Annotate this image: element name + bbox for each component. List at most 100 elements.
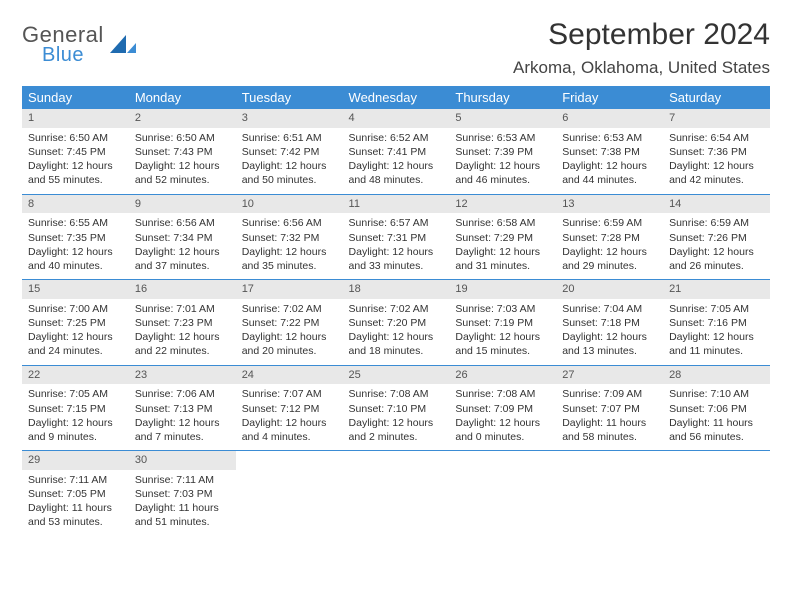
daylight-line: Daylight: 12 hours and 2 minutes. bbox=[349, 416, 444, 444]
day-number: 11 bbox=[343, 195, 450, 214]
sunrise-line: Sunrise: 6:55 AM bbox=[28, 216, 123, 230]
sunset-line: Sunset: 7:31 PM bbox=[349, 231, 444, 245]
title-block: September 2024 Arkoma, Oklahoma, United … bbox=[513, 18, 770, 78]
daylight-line: Daylight: 12 hours and 11 minutes. bbox=[669, 330, 764, 358]
day-number: 15 bbox=[22, 280, 129, 299]
calendar-row: 22Sunrise: 7:05 AMSunset: 7:15 PMDayligh… bbox=[22, 365, 770, 451]
day-body: Sunrise: 6:57 AMSunset: 7:31 PMDaylight:… bbox=[343, 213, 450, 279]
day-number: 16 bbox=[129, 280, 236, 299]
calendar-cell: 13Sunrise: 6:59 AMSunset: 7:28 PMDayligh… bbox=[556, 194, 663, 280]
calendar-body: 1Sunrise: 6:50 AMSunset: 7:45 PMDaylight… bbox=[22, 109, 770, 536]
logo-line2: Blue bbox=[42, 44, 104, 67]
day-body: Sunrise: 6:56 AMSunset: 7:32 PMDaylight:… bbox=[236, 213, 343, 279]
sunset-line: Sunset: 7:12 PM bbox=[242, 402, 337, 416]
day-body: Sunrise: 6:53 AMSunset: 7:38 PMDaylight:… bbox=[556, 128, 663, 194]
day-number: 7 bbox=[663, 109, 770, 128]
day-number: 17 bbox=[236, 280, 343, 299]
day-number: 6 bbox=[556, 109, 663, 128]
sunrise-line: Sunrise: 7:01 AM bbox=[135, 302, 230, 316]
calendar-cell: 25Sunrise: 7:08 AMSunset: 7:10 PMDayligh… bbox=[343, 365, 450, 451]
calendar-cell: 16Sunrise: 7:01 AMSunset: 7:23 PMDayligh… bbox=[129, 280, 236, 366]
day-number: 25 bbox=[343, 366, 450, 385]
calendar-row: 15Sunrise: 7:00 AMSunset: 7:25 PMDayligh… bbox=[22, 280, 770, 366]
sunset-line: Sunset: 7:16 PM bbox=[669, 316, 764, 330]
day-body: Sunrise: 7:11 AMSunset: 7:03 PMDaylight:… bbox=[129, 470, 236, 536]
sunrise-line: Sunrise: 6:58 AM bbox=[455, 216, 550, 230]
day-body: Sunrise: 7:03 AMSunset: 7:19 PMDaylight:… bbox=[449, 299, 556, 365]
day-body: Sunrise: 7:08 AMSunset: 7:10 PMDaylight:… bbox=[343, 384, 450, 450]
calendar-cell: 28Sunrise: 7:10 AMSunset: 7:06 PMDayligh… bbox=[663, 365, 770, 451]
day-body: Sunrise: 7:05 AMSunset: 7:15 PMDaylight:… bbox=[22, 384, 129, 450]
day-body: Sunrise: 6:55 AMSunset: 7:35 PMDaylight:… bbox=[22, 213, 129, 279]
calendar-cell: 30Sunrise: 7:11 AMSunset: 7:03 PMDayligh… bbox=[129, 451, 236, 536]
daylight-line: Daylight: 11 hours and 51 minutes. bbox=[135, 501, 230, 529]
sunset-line: Sunset: 7:28 PM bbox=[562, 231, 657, 245]
sunset-line: Sunset: 7:13 PM bbox=[135, 402, 230, 416]
calendar-cell: 27Sunrise: 7:09 AMSunset: 7:07 PMDayligh… bbox=[556, 365, 663, 451]
calendar-table: SundayMondayTuesdayWednesdayThursdayFrid… bbox=[22, 86, 770, 536]
day-number: 1 bbox=[22, 109, 129, 128]
day-body: Sunrise: 7:08 AMSunset: 7:09 PMDaylight:… bbox=[449, 384, 556, 450]
sunrise-line: Sunrise: 7:03 AM bbox=[455, 302, 550, 316]
page-title: September 2024 bbox=[513, 18, 770, 52]
daylight-line: Daylight: 12 hours and 33 minutes. bbox=[349, 245, 444, 273]
calendar-cell: ..... bbox=[449, 451, 556, 536]
sunset-line: Sunset: 7:10 PM bbox=[349, 402, 444, 416]
sunrise-line: Sunrise: 6:56 AM bbox=[242, 216, 337, 230]
daylight-line: Daylight: 12 hours and 52 minutes. bbox=[135, 159, 230, 187]
calendar-cell: 8Sunrise: 6:55 AMSunset: 7:35 PMDaylight… bbox=[22, 194, 129, 280]
sunset-line: Sunset: 7:26 PM bbox=[669, 231, 764, 245]
sunset-line: Sunset: 7:07 PM bbox=[562, 402, 657, 416]
sunset-line: Sunset: 7:09 PM bbox=[455, 402, 550, 416]
calendar-cell: 29Sunrise: 7:11 AMSunset: 7:05 PMDayligh… bbox=[22, 451, 129, 536]
sunrise-line: Sunrise: 7:09 AM bbox=[562, 387, 657, 401]
day-number: 5 bbox=[449, 109, 556, 128]
calendar-cell: 24Sunrise: 7:07 AMSunset: 7:12 PMDayligh… bbox=[236, 365, 343, 451]
sunrise-line: Sunrise: 7:10 AM bbox=[669, 387, 764, 401]
sunrise-line: Sunrise: 6:53 AM bbox=[562, 131, 657, 145]
daylight-line: Daylight: 12 hours and 44 minutes. bbox=[562, 159, 657, 187]
weekday-header: Wednesday bbox=[343, 86, 450, 109]
calendar-cell: 17Sunrise: 7:02 AMSunset: 7:22 PMDayligh… bbox=[236, 280, 343, 366]
calendar-cell: ..... bbox=[556, 451, 663, 536]
sunset-line: Sunset: 7:15 PM bbox=[28, 402, 123, 416]
day-body: Sunrise: 6:54 AMSunset: 7:36 PMDaylight:… bbox=[663, 128, 770, 194]
daylight-line: Daylight: 12 hours and 35 minutes. bbox=[242, 245, 337, 273]
sunrise-line: Sunrise: 7:11 AM bbox=[28, 473, 123, 487]
day-number: 12 bbox=[449, 195, 556, 214]
day-body: Sunrise: 6:59 AMSunset: 7:28 PMDaylight:… bbox=[556, 213, 663, 279]
sunset-line: Sunset: 7:22 PM bbox=[242, 316, 337, 330]
day-body: Sunrise: 6:53 AMSunset: 7:39 PMDaylight:… bbox=[449, 128, 556, 194]
sunrise-line: Sunrise: 7:08 AM bbox=[349, 387, 444, 401]
daylight-line: Daylight: 11 hours and 58 minutes. bbox=[562, 416, 657, 444]
daylight-line: Daylight: 12 hours and 20 minutes. bbox=[242, 330, 337, 358]
sunset-line: Sunset: 7:23 PM bbox=[135, 316, 230, 330]
sunrise-line: Sunrise: 6:50 AM bbox=[28, 131, 123, 145]
daylight-line: Daylight: 12 hours and 22 minutes. bbox=[135, 330, 230, 358]
calendar-row: 1Sunrise: 6:50 AMSunset: 7:45 PMDaylight… bbox=[22, 109, 770, 194]
day-number: 20 bbox=[556, 280, 663, 299]
logo: General Blue bbox=[22, 18, 136, 67]
calendar-row: 8Sunrise: 6:55 AMSunset: 7:35 PMDaylight… bbox=[22, 194, 770, 280]
day-body: Sunrise: 7:01 AMSunset: 7:23 PMDaylight:… bbox=[129, 299, 236, 365]
day-number: 28 bbox=[663, 366, 770, 385]
day-body: Sunrise: 7:07 AMSunset: 7:12 PMDaylight:… bbox=[236, 384, 343, 450]
calendar-cell: 19Sunrise: 7:03 AMSunset: 7:19 PMDayligh… bbox=[449, 280, 556, 366]
sunset-line: Sunset: 7:05 PM bbox=[28, 487, 123, 501]
day-body: Sunrise: 6:59 AMSunset: 7:26 PMDaylight:… bbox=[663, 213, 770, 279]
sunrise-line: Sunrise: 7:08 AM bbox=[455, 387, 550, 401]
day-number: 4 bbox=[343, 109, 450, 128]
calendar-cell: 2Sunrise: 6:50 AMSunset: 7:43 PMDaylight… bbox=[129, 109, 236, 194]
weekday-header: Thursday bbox=[449, 86, 556, 109]
sunrise-line: Sunrise: 6:56 AM bbox=[135, 216, 230, 230]
daylight-line: Daylight: 12 hours and 24 minutes. bbox=[28, 330, 123, 358]
day-number: 2 bbox=[129, 109, 236, 128]
calendar-cell: 4Sunrise: 6:52 AMSunset: 7:41 PMDaylight… bbox=[343, 109, 450, 194]
daylight-line: Daylight: 12 hours and 55 minutes. bbox=[28, 159, 123, 187]
day-number: 24 bbox=[236, 366, 343, 385]
sunset-line: Sunset: 7:42 PM bbox=[242, 145, 337, 159]
sunrise-line: Sunrise: 6:59 AM bbox=[669, 216, 764, 230]
weekday-header-row: SundayMondayTuesdayWednesdayThursdayFrid… bbox=[22, 86, 770, 109]
daylight-line: Daylight: 11 hours and 56 minutes. bbox=[669, 416, 764, 444]
sunset-line: Sunset: 7:41 PM bbox=[349, 145, 444, 159]
